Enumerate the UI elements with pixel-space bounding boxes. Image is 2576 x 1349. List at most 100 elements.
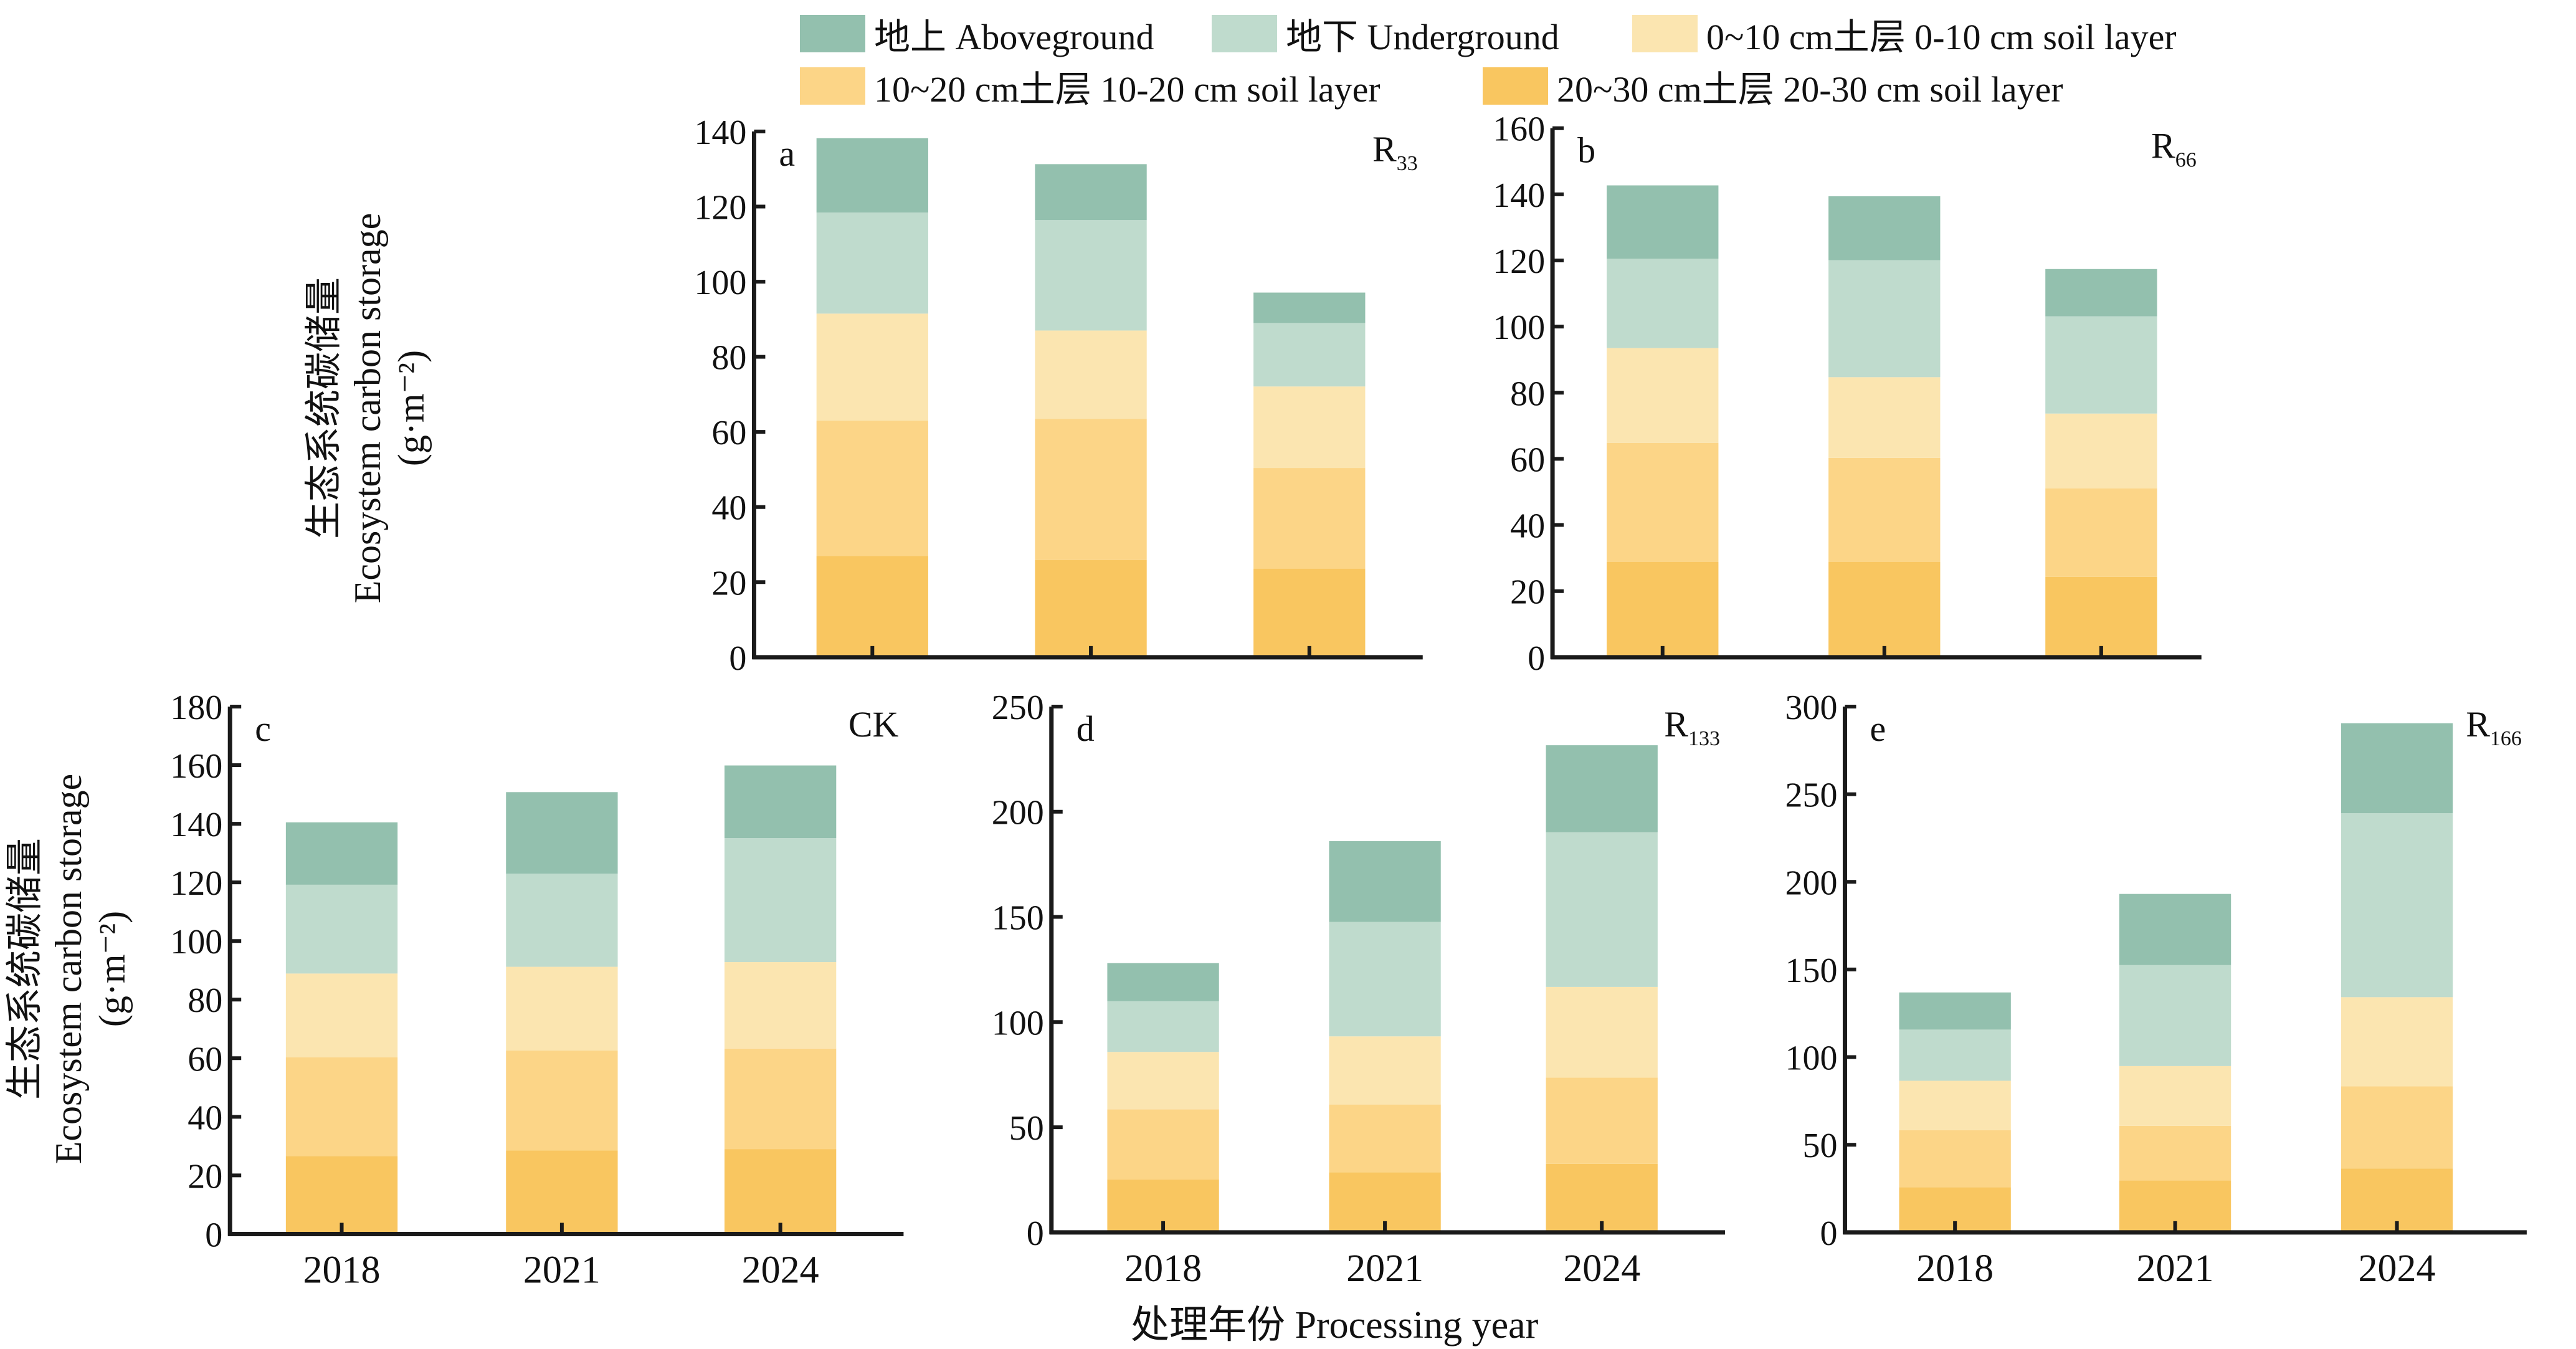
y-tick-label-c-80: 80 bbox=[188, 981, 222, 1020]
bar-segment-c-2018-aboveground bbox=[285, 822, 398, 885]
legend-label-aboveground: 地上 Aboveground bbox=[874, 17, 1154, 57]
bar-segment-a-2024-soil_10_20 bbox=[1253, 468, 1366, 569]
bar-segment-a-2018-underground bbox=[816, 212, 928, 314]
bar-segment-a-2021-aboveground bbox=[1035, 164, 1147, 221]
bar-segment-b-2018-soil_20_30 bbox=[1607, 561, 1719, 657]
bar-segment-c-2024-soil_10_20 bbox=[724, 1048, 837, 1150]
bar-segment-d-2024-underground bbox=[1546, 832, 1658, 987]
y-tick-label-d-100: 100 bbox=[992, 1004, 1044, 1042]
treatment-subscript: 66 bbox=[2175, 149, 2197, 172]
bar-segment-d-2021-soil_10_20 bbox=[1329, 1104, 1441, 1173]
y-tick-label-b-80: 80 bbox=[1510, 374, 1545, 413]
bar-segment-d-2024-aboveground bbox=[1546, 745, 1658, 832]
bar-segment-c-2021-soil_20_30 bbox=[506, 1150, 618, 1234]
panel-letter-c: c bbox=[255, 708, 271, 749]
bar-segment-d-2021-underground bbox=[1329, 922, 1441, 1037]
treatment-label-c: CK bbox=[848, 704, 899, 745]
bar-segment-e-2024-aboveground bbox=[2341, 723, 2453, 813]
y-tick-label-b-100: 100 bbox=[1493, 308, 1545, 347]
y-tick-label-b-60: 60 bbox=[1510, 441, 1545, 479]
bar-segment-a-2021-underground bbox=[1035, 220, 1147, 331]
bar-segment-b-2021-soil_20_30 bbox=[1828, 561, 1941, 657]
y-tick-label-c-140: 140 bbox=[170, 806, 222, 844]
bar-segment-a-2018-aboveground bbox=[816, 138, 928, 213]
bar-segment-c-2024-soil_0_10 bbox=[724, 962, 837, 1049]
y-tick-label-e-300: 300 bbox=[1785, 689, 1837, 727]
legend-label-soil-0-10: 0~10 cm土层 0-10 cm soil layer bbox=[1706, 17, 2177, 57]
legend-item-soil-20-30: 20~30 cm土层 20-30 cm soil layer bbox=[1483, 60, 2063, 112]
bar-segment-d-2021-aboveground bbox=[1329, 841, 1441, 922]
y-tick-label-c-100: 100 bbox=[170, 923, 222, 961]
bar-segment-a-2018-soil_0_10 bbox=[816, 313, 928, 421]
panel-letter-d: d bbox=[1077, 708, 1095, 749]
bar-segment-c-2024-underground bbox=[724, 838, 837, 963]
y-tick-label-c-60: 60 bbox=[188, 1040, 222, 1079]
y-tick-label-a-40: 40 bbox=[711, 489, 746, 528]
bar-segment-b-2021-soil_10_20 bbox=[1828, 457, 1941, 562]
treatment-name: R bbox=[2151, 126, 2175, 166]
bar-segment-b-2024-aboveground bbox=[2045, 269, 2157, 317]
bar-segment-d-2024-soil_10_20 bbox=[1546, 1077, 1658, 1164]
legend-label-soil-10-20: 10~20 cm土层 10-20 cm soil layer bbox=[874, 69, 1381, 110]
bar-segment-e-2021-aboveground bbox=[2119, 894, 2231, 965]
bar-segment-c-2021-underground bbox=[506, 874, 618, 967]
bar-segment-c-2021-aboveground bbox=[506, 792, 618, 874]
x-tick-label-d-2024: 2024 bbox=[1563, 1247, 1640, 1290]
bar-segment-b-2018-soil_0_10 bbox=[1607, 348, 1719, 443]
treatment-name: R bbox=[1664, 704, 1688, 745]
legend-label-soil-20-30: 20~30 cm土层 20-30 cm soil layer bbox=[1557, 69, 2063, 110]
y-tick-label-e-200: 200 bbox=[1785, 864, 1837, 902]
panel-letter-b: b bbox=[1577, 130, 1595, 171]
bar-segment-c-2021-soil_0_10 bbox=[506, 966, 618, 1051]
y-tick-label-c-40: 40 bbox=[188, 1099, 222, 1137]
bar-segment-e-2024-soil_10_20 bbox=[2341, 1086, 2453, 1169]
legend-item-soil-10-20: 10~20 cm土层 10-20 cm soil layer bbox=[800, 60, 1381, 112]
y-tick-label-a-80: 80 bbox=[711, 339, 746, 378]
x-axis-label: 处理年份 Processing year bbox=[1131, 1304, 1539, 1347]
bar-segment-a-2021-soil_0_10 bbox=[1035, 330, 1147, 419]
bar-segment-c-2018-soil_10_20 bbox=[285, 1057, 398, 1156]
bar-segment-b-2021-soil_0_10 bbox=[1828, 377, 1941, 458]
y-tick-label-d-50: 50 bbox=[1009, 1109, 1044, 1148]
x-tick-label-d-2021: 2021 bbox=[1346, 1247, 1423, 1290]
treatment-subscript: 133 bbox=[1688, 727, 1720, 750]
bar-segment-b-2024-soil_10_20 bbox=[2045, 488, 2157, 577]
y-tick-label-e-100: 100 bbox=[1785, 1039, 1837, 1078]
y-tick-label-b-0: 0 bbox=[1528, 639, 1545, 678]
bar-segment-b-2018-soil_10_20 bbox=[1607, 442, 1719, 562]
legend-label-underground: 地下 Underground bbox=[1286, 17, 1559, 57]
bar-segment-c-2018-soil_20_30 bbox=[285, 1156, 398, 1234]
bar-segment-c-2024-soil_20_30 bbox=[724, 1149, 837, 1234]
x-tick-label-d-2018: 2018 bbox=[1124, 1247, 1202, 1290]
bar-segment-b-2021-underground bbox=[1828, 260, 1941, 378]
x-tick-label-c-2024: 2024 bbox=[742, 1249, 819, 1291]
y-tick-label-e-50: 50 bbox=[1802, 1127, 1837, 1165]
bar-segment-a-2024-soil_20_30 bbox=[1253, 568, 1366, 657]
x-tick-label-e-2018: 2018 bbox=[1916, 1247, 1994, 1290]
treatment-name: R bbox=[2466, 704, 2490, 745]
bar-segment-a-2021-soil_10_20 bbox=[1035, 419, 1147, 560]
bar-segment-c-2018-soil_0_10 bbox=[285, 973, 398, 1057]
bar-segment-b-2018-aboveground bbox=[1607, 185, 1719, 259]
treatment-label-e: R166 bbox=[2466, 704, 2522, 750]
bar-segment-e-2021-soil_0_10 bbox=[2119, 1065, 2231, 1126]
legend-swatch-underground bbox=[1212, 15, 1277, 52]
bar-segment-b-2024-soil_20_30 bbox=[2045, 576, 2157, 657]
x-tick-label-c-2021: 2021 bbox=[523, 1249, 601, 1291]
bar-segment-b-2018-underground bbox=[1607, 259, 1719, 348]
y-tick-label-e-0: 0 bbox=[1820, 1214, 1837, 1253]
bar-segment-a-2024-aboveground bbox=[1253, 292, 1366, 323]
bar-segment-a-2021-soil_20_30 bbox=[1035, 560, 1147, 657]
bar-segment-e-2021-underground bbox=[2119, 965, 2231, 1066]
y-tick-label-e-150: 150 bbox=[1785, 951, 1837, 990]
legend-item-aboveground: 地上 Aboveground bbox=[800, 7, 1154, 60]
legend-swatch-soil-10-20 bbox=[800, 67, 865, 105]
bar-segment-c-2021-soil_10_20 bbox=[506, 1051, 618, 1151]
legend-swatch-soil-0-10 bbox=[1632, 15, 1698, 52]
bar-segment-d-2024-soil_0_10 bbox=[1546, 986, 1658, 1078]
bar-segment-d-2024-soil_20_30 bbox=[1546, 1163, 1658, 1232]
y-tick-label-b-20: 20 bbox=[1510, 573, 1545, 612]
x-tick-label-e-2024: 2024 bbox=[2359, 1247, 2436, 1290]
bar-segment-b-2021-aboveground bbox=[1828, 196, 1941, 260]
y-tick-label-a-60: 60 bbox=[711, 414, 746, 452]
